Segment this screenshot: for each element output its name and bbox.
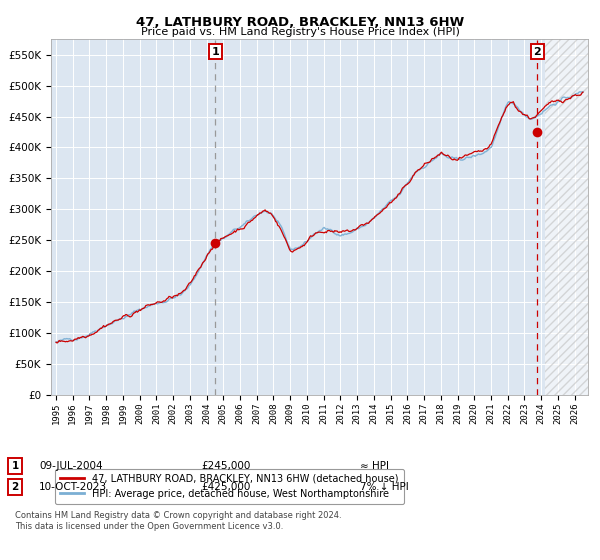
- Text: ≈ HPI: ≈ HPI: [360, 461, 389, 471]
- Text: 09-JUL-2004: 09-JUL-2004: [39, 461, 103, 471]
- Text: 47, LATHBURY ROAD, BRACKLEY, NN13 6HW: 47, LATHBURY ROAD, BRACKLEY, NN13 6HW: [136, 16, 464, 29]
- Text: 2: 2: [533, 46, 541, 57]
- Text: Price paid vs. HM Land Registry's House Price Index (HPI): Price paid vs. HM Land Registry's House …: [140, 27, 460, 37]
- Text: 1: 1: [211, 46, 219, 57]
- Text: 2: 2: [11, 482, 19, 492]
- Text: £425,000: £425,000: [201, 482, 250, 492]
- Text: 10-OCT-2023: 10-OCT-2023: [39, 482, 107, 492]
- Text: £245,000: £245,000: [201, 461, 250, 471]
- Bar: [545, 39, 588, 395]
- Text: This data is licensed under the Open Government Licence v3.0.: This data is licensed under the Open Gov…: [15, 522, 283, 531]
- Text: 7% ↓ HPI: 7% ↓ HPI: [360, 482, 409, 492]
- Text: Contains HM Land Registry data © Crown copyright and database right 2024.: Contains HM Land Registry data © Crown c…: [15, 511, 341, 520]
- Legend: 47, LATHBURY ROAD, BRACKLEY, NN13 6HW (detached house), HPI: Average price, deta: 47, LATHBURY ROAD, BRACKLEY, NN13 6HW (d…: [55, 469, 404, 503]
- Text: 1: 1: [11, 461, 19, 471]
